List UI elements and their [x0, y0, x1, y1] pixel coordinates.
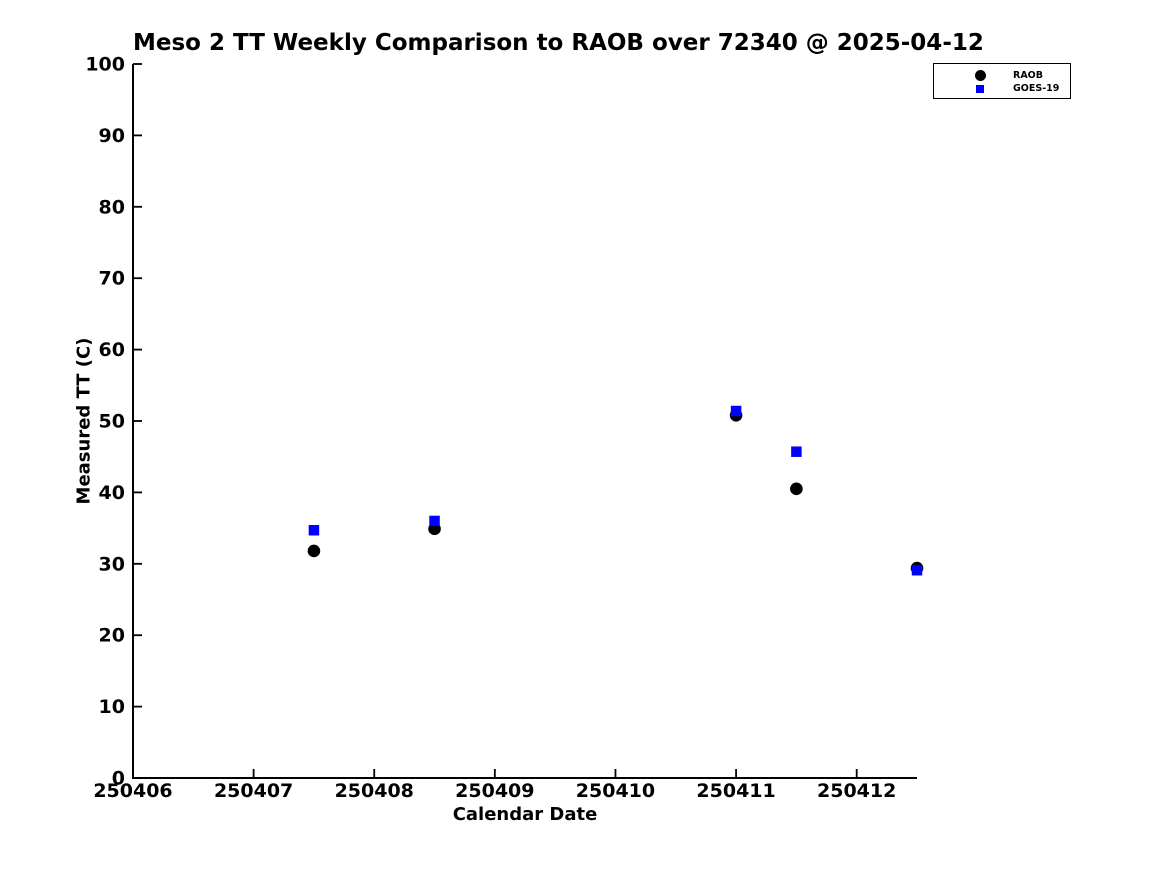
legend-box: RAOB GOES-19 — [933, 63, 1071, 99]
y-tick-label: 30 — [99, 553, 125, 575]
y-tick-label: 20 — [99, 625, 125, 647]
data-point-goes-19 — [911, 564, 923, 576]
y-tick-label: 60 — [99, 339, 125, 361]
x-tick-label: 250408 — [335, 780, 414, 802]
y-tick-label: 10 — [99, 696, 125, 718]
x-tick-label: 250409 — [455, 780, 534, 802]
data-point-goes-19 — [730, 405, 742, 417]
x-tick-label: 250412 — [817, 780, 896, 802]
x-axis-label: Calendar Date — [452, 804, 598, 825]
y-axis-label-text: Measured TT (C) — [73, 337, 95, 505]
legend-label-raob: RAOB — [1013, 70, 1043, 81]
data-point-raob — [307, 544, 321, 558]
y-tick-label: 70 — [99, 268, 125, 290]
y-tick-label: 40 — [99, 482, 125, 504]
y-tick-label: 90 — [99, 125, 125, 147]
goes19-square-marker-icon — [974, 83, 986, 95]
raob-circle-marker-icon — [974, 70, 986, 82]
x-tick-label: 250411 — [696, 780, 775, 802]
y-tick-label: 50 — [99, 411, 125, 433]
x-tick-label: 250410 — [576, 780, 655, 802]
data-point-goes-19 — [429, 515, 440, 527]
y-tick-label: 0 — [112, 768, 125, 790]
data-point-raob — [790, 482, 803, 496]
data-point-goes-19 — [308, 524, 320, 536]
y-tick-label: 100 — [85, 54, 125, 76]
chart-title: Meso 2 TT Weekly Comparison to RAOB over… — [133, 30, 984, 56]
data-point-goes-19 — [791, 446, 802, 457]
x-tick-label: 250407 — [214, 780, 293, 802]
y-tick-label: 80 — [99, 196, 125, 218]
legend-entry-goes19: GOES-19 — [934, 82, 1070, 95]
legend-label-goes19: GOES-19 — [1013, 83, 1060, 94]
legend-entry-raob: RAOB — [934, 69, 1070, 82]
x-tick-label: 250406 — [93, 780, 172, 802]
